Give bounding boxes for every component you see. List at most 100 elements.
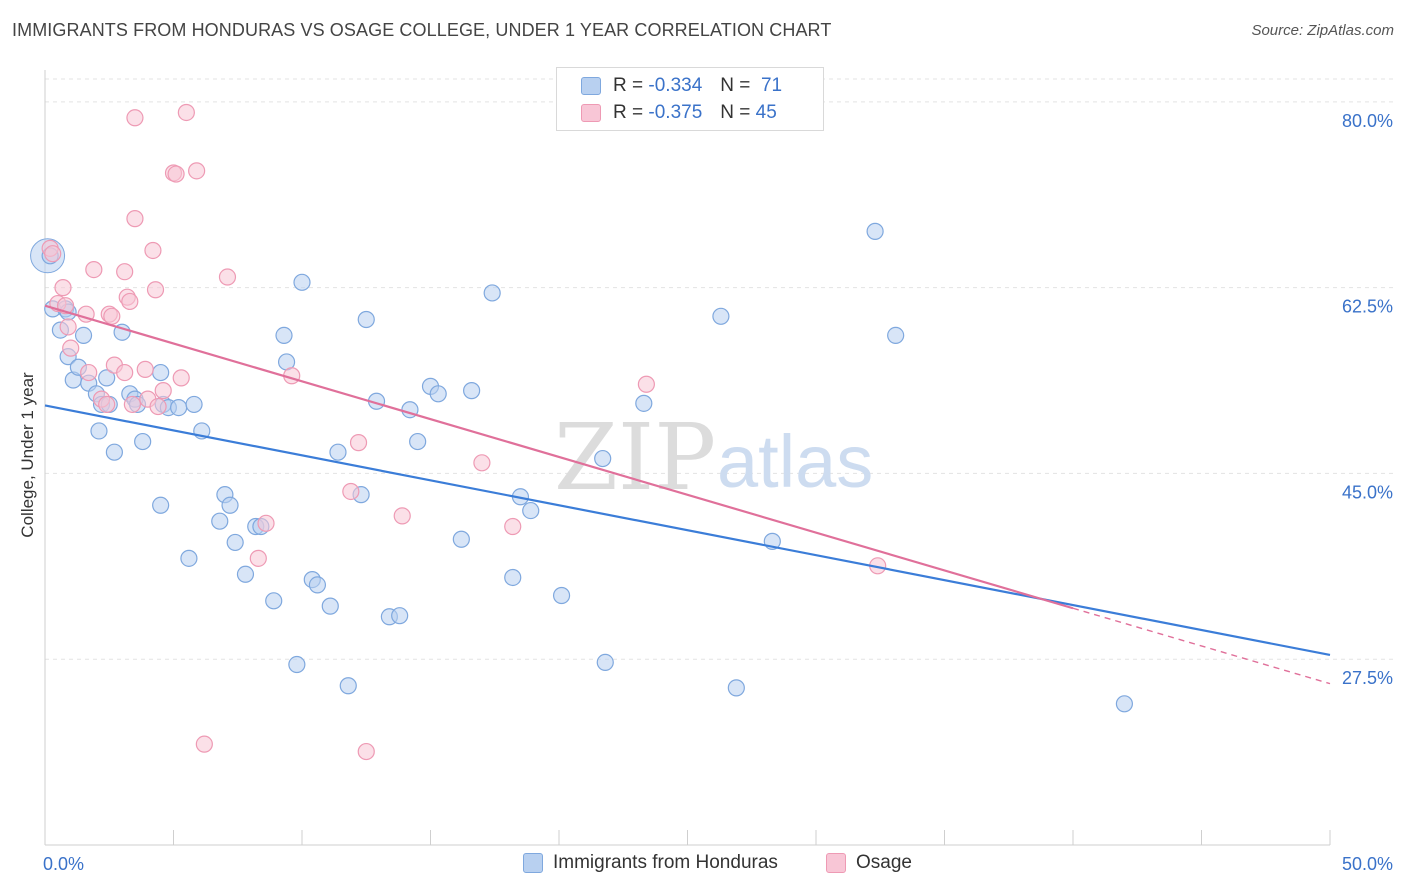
- osage-point: [54, 279, 72, 297]
- osage-point: [149, 397, 167, 416]
- osage-point: [80, 363, 98, 382]
- legend-row-honduras: R = -0.334 N = 71: [581, 74, 782, 98]
- osage-point: [637, 375, 655, 393]
- legend-swatch-honduras: [581, 77, 601, 95]
- y-axis-title: College, Under 1 year: [18, 372, 37, 538]
- osage-point: [144, 241, 162, 260]
- osage-point: [342, 482, 360, 501]
- osage-point: [257, 514, 275, 532]
- x-tick-label: 50.0%: [1342, 854, 1393, 874]
- osage-point: [103, 307, 121, 325]
- osage-point: [167, 165, 185, 183]
- honduras-point: [483, 284, 501, 302]
- watermark: ZIP atlas: [554, 404, 873, 511]
- honduras-point: [236, 565, 255, 583]
- legend-label-honduras: Immigrants from Honduras: [553, 852, 778, 873]
- honduras-point: [152, 496, 170, 514]
- osage-point: [146, 281, 165, 299]
- honduras-point: [226, 533, 244, 552]
- axis-labels: 27.5% 45.0% 62.5% 80.0% 0.0% 50.0%: [43, 111, 1393, 874]
- osage-point: [44, 245, 62, 263]
- honduras-point: [105, 443, 123, 461]
- honduras-point: [170, 399, 188, 417]
- honduras-point: [409, 432, 427, 451]
- legend-swatch-osage: [826, 853, 846, 873]
- osage-point: [116, 363, 134, 382]
- honduras-point: [308, 576, 327, 594]
- legend-row-osage: R = -0.375 N = 45: [581, 101, 777, 125]
- y-tick-label: 45.0%: [1342, 482, 1393, 502]
- honduras-point: [339, 677, 357, 695]
- osage-point: [62, 339, 80, 357]
- honduras-point: [329, 443, 347, 461]
- honduras-point: [712, 307, 730, 325]
- n-label: N =: [720, 75, 751, 96]
- legend-label-osage: Osage: [856, 852, 912, 873]
- y-tick-label: 27.5%: [1342, 668, 1393, 688]
- osage-point: [504, 517, 522, 536]
- honduras-point: [152, 363, 170, 382]
- honduras-point: [134, 432, 152, 451]
- osage-point: [121, 292, 139, 311]
- honduras-point: [1115, 695, 1134, 713]
- honduras-point: [211, 512, 229, 530]
- honduras-point: [288, 655, 306, 674]
- osage-point: [357, 742, 375, 761]
- osage-trend-extension: [1072, 607, 1331, 685]
- osage-point: [123, 395, 141, 414]
- honduras-point: [727, 679, 745, 697]
- honduras-point: [321, 597, 339, 615]
- honduras-point: [98, 369, 116, 387]
- osage-point: [126, 109, 144, 127]
- osage-point: [218, 268, 237, 286]
- honduras-point: [594, 449, 612, 468]
- honduras-point: [429, 385, 447, 403]
- osage-trend-line: [44, 304, 1074, 610]
- series-legend: Immigrants from Honduras Osage: [0, 852, 1406, 878]
- watermark-atlas: atlas: [717, 420, 873, 503]
- r-label: R =: [613, 75, 644, 96]
- osage-point: [98, 395, 116, 414]
- osage-point: [249, 549, 267, 567]
- osage-point: [59, 318, 77, 336]
- honduras-point: [357, 310, 375, 329]
- honduras-point: [221, 496, 239, 514]
- n-value: 45: [755, 102, 777, 123]
- legend-item-honduras[interactable]: Immigrants from Honduras: [523, 852, 778, 874]
- honduras-point: [552, 586, 571, 605]
- honduras-point: [185, 395, 203, 414]
- honduras-point: [74, 326, 93, 345]
- legend-item-osage[interactable]: Osage: [826, 852, 912, 874]
- n-value: 71: [760, 75, 783, 96]
- osage-point: [393, 507, 411, 525]
- honduras-point: [180, 549, 198, 567]
- honduras-point: [596, 653, 614, 671]
- osage-point: [136, 360, 154, 378]
- r-label: R =: [613, 102, 644, 123]
- honduras-point: [391, 607, 409, 625]
- osage-point: [349, 434, 368, 452]
- osage-point: [473, 454, 491, 472]
- honduras-point: [265, 592, 283, 610]
- stats-legend: R = -0.334 N = 71 R = -0.375 N = 45: [556, 67, 824, 131]
- honduras-point: [522, 501, 540, 520]
- r-value: -0.334: [648, 75, 703, 96]
- osage-point: [154, 382, 172, 400]
- osage-point: [85, 260, 103, 279]
- honduras-point: [463, 382, 481, 400]
- honduras-point: [504, 568, 522, 587]
- honduras-point: [90, 422, 108, 440]
- osage-point: [126, 210, 144, 228]
- y-tick-label: 80.0%: [1342, 111, 1393, 131]
- honduras-point: [866, 222, 884, 240]
- honduras-point: [635, 394, 653, 412]
- axes: [44, 70, 1331, 846]
- trend-lines: [44, 304, 1331, 685]
- n-label: N =: [720, 102, 751, 123]
- osage-point: [172, 369, 190, 387]
- x-tick-label: 0.0%: [43, 854, 84, 874]
- y-tick-label: 62.5%: [1342, 297, 1393, 317]
- chart-title: IMMIGRANTS FROM HONDURAS VS OSAGE COLLEG…: [12, 20, 832, 40]
- legend-swatch-honduras: [523, 853, 543, 873]
